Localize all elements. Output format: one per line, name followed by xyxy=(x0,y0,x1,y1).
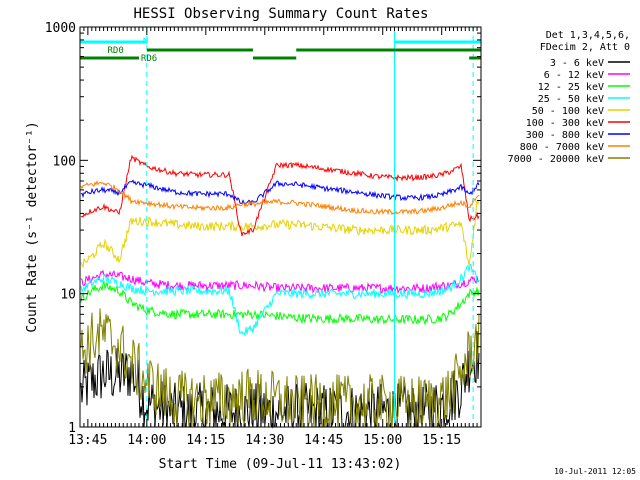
x-tick-label: 14:00 xyxy=(127,433,166,448)
flag-bars: N RD0 RD6 xyxy=(80,37,481,64)
series-line-7 xyxy=(80,180,480,216)
orbit-lines xyxy=(79,27,474,427)
legend-entry-label: 12 - 25 keV xyxy=(538,82,604,93)
legend-entry-label: 6 - 12 keV xyxy=(544,70,604,81)
plot-frame xyxy=(79,26,482,428)
legend-entry-label: 800 - 7000 keV xyxy=(520,142,604,153)
flag-label-n: N xyxy=(143,37,148,47)
legend-entry-label: 50 - 100 keV xyxy=(532,106,604,117)
flag-label-rd6: RD6 xyxy=(141,54,157,64)
y-tick-label: 1000 xyxy=(45,21,76,36)
y-tick-label: 10 xyxy=(60,288,76,303)
series-layer xyxy=(80,154,480,429)
x-tick-label: 15:00 xyxy=(363,433,402,448)
x-tick-label: 15:15 xyxy=(422,433,461,448)
legend-header-line: FDecim 2, Att 0 xyxy=(540,42,630,53)
axis-ticks: 13:45 14:00 14:15 14:30 14:45 15:00 15:15 1 10 10… xyxy=(45,21,482,448)
series-line-2 xyxy=(80,280,480,326)
chart-title: HESSI Observing Summary Count Rates xyxy=(133,6,428,22)
series-line-3 xyxy=(80,264,480,337)
legend-entry-label: 100 - 300 keV xyxy=(526,118,604,129)
flag-label-rd0: RD0 xyxy=(108,46,124,56)
x-tick-label: 13:45 xyxy=(68,433,107,448)
series-line-5 xyxy=(80,154,480,237)
x-tick-label: 14:30 xyxy=(245,433,284,448)
x-axis-label: Start Time (09-Jul-11 13:43:02) xyxy=(159,457,402,472)
x-tick-label: 14:15 xyxy=(186,433,225,448)
legend: Det 1,3,4,5,6,FDecim 2, Att 0 3 - 6 keV6 … xyxy=(508,30,630,165)
footer-timestamp: 10-Jul-2011 12:05 xyxy=(554,467,636,476)
y-axis-label: Count Rate (s⁻¹ detector⁻¹) xyxy=(25,121,40,332)
y-tick-label: 100 xyxy=(53,154,76,169)
legend-entry-label: 300 - 800 keV xyxy=(526,130,604,141)
legend-entry-label: 3 - 6 keV xyxy=(550,58,604,69)
legend-entry-label: 25 - 50 keV xyxy=(538,94,604,105)
legend-header-line: Det 1,3,4,5,6, xyxy=(546,30,630,41)
legend-entry-label: 7000 - 20000 keV xyxy=(508,154,604,165)
x-tick-label: 14:45 xyxy=(304,433,343,448)
y-tick-label: 1 xyxy=(68,421,76,436)
